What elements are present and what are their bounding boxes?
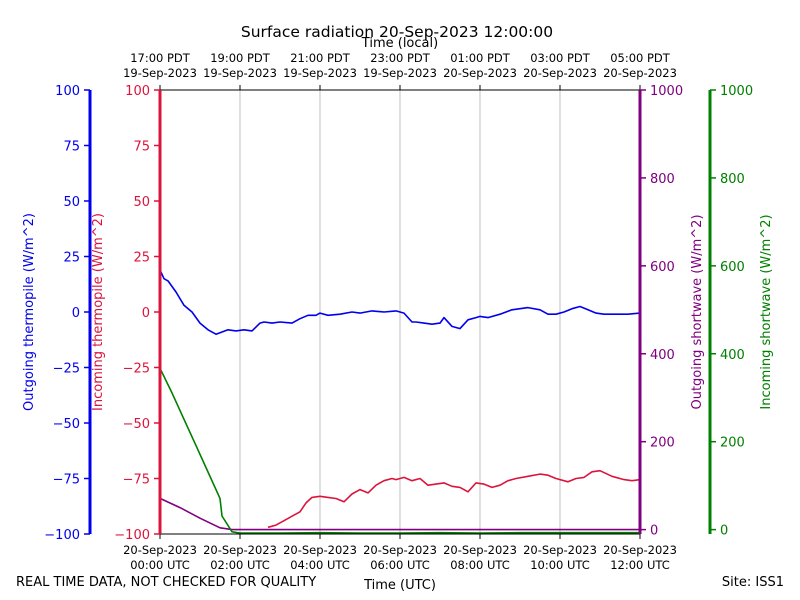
quality-disclaimer: REAL TIME DATA, NOT CHECKED FOR QUALITY [16, 575, 317, 590]
top-x-tick-label: 20-Sep-2023 [443, 66, 517, 80]
top-x-tick-label: 17:00 PDT [130, 51, 191, 65]
outgoing-thermopile-axis-tick-label: −50 [53, 417, 80, 432]
x-axis-title: Time (UTC) [363, 578, 436, 593]
x-tick-label: 20-Sep-2023 [363, 543, 437, 557]
top-x-tick-label: 19-Sep-2023 [283, 66, 357, 80]
outgoing-shortwave-axis-tick-label: 200 [650, 436, 675, 451]
incoming-thermopile-axis-tick-label: −100 [114, 528, 150, 543]
outgoing-thermopile-axis-tick-label: 25 [63, 251, 80, 266]
incoming-thermopile-axis-tick-label: −25 [123, 362, 150, 377]
incoming-shortwave-axis-tick-label: 0 [720, 524, 728, 539]
x-tick-label: 20-Sep-2023 [603, 543, 677, 557]
series-line-incoming-shortwave [159, 367, 640, 534]
outgoing-shortwave-axis-tick-label: 600 [650, 260, 675, 275]
incoming-shortwave-axis-label: Incoming shortwave (W/m^2) [759, 214, 774, 409]
outgoing-thermopile-axis-tick-label: −75 [53, 473, 80, 488]
outgoing-shortwave-axis-tick-label: 0 [650, 524, 658, 539]
top-x-tick-label: 19:00 PDT [210, 51, 271, 65]
incoming-thermopile-axis-tick-label: 75 [133, 140, 150, 155]
outgoing-shortwave-axis-label: Outgoing shortwave (W/m^2) [690, 214, 705, 409]
outgoing-thermopile-axis-tick-label: 100 [55, 84, 80, 99]
incoming-thermopile-axis-tick-label: 25 [133, 251, 150, 266]
incoming-thermopile-axis-tick-label: 100 [125, 84, 150, 99]
top-x-tick-label: 23:00 PDT [370, 51, 431, 65]
top-x-tick-label: 19-Sep-2023 [203, 66, 277, 80]
x-tick-label: 20-Sep-2023 [443, 543, 517, 557]
x-tick-label: 20-Sep-2023 [283, 543, 357, 557]
top-x-tick-label: 19-Sep-2023 [123, 66, 197, 80]
incoming-thermopile-axis-tick-label: 50 [133, 195, 150, 210]
series-line-incoming-thermopile [267, 469, 641, 529]
incoming-thermopile-axis-tick-label: 0 [142, 306, 150, 321]
x-tick-label: 12:00 UTC [610, 558, 670, 572]
incoming-thermopile-axis-tick-label: −50 [123, 417, 150, 432]
x-tick-label: 20-Sep-2023 [523, 543, 597, 557]
top-x-tick-label: 20-Sep-2023 [523, 66, 597, 80]
x-tick-label: 04:00 UTC [290, 558, 350, 572]
x-tick-label: 10:00 UTC [530, 558, 590, 572]
incoming-shortwave-axis-tick-label: 800 [720, 172, 745, 187]
x-tick-label: 08:00 UTC [450, 558, 510, 572]
x-tick-label: 20-Sep-2023 [123, 543, 197, 557]
site-label: Site: ISS1 [721, 575, 784, 590]
incoming-shortwave-axis-tick-label: 600 [720, 260, 745, 275]
top-x-tick-label: 03:00 PDT [530, 51, 591, 65]
outgoing-thermopile-axis-tick-label: 75 [63, 140, 80, 155]
incoming-shortwave-axis-tick-label: 400 [720, 348, 745, 363]
top-x-tick-label: 19-Sep-2023 [363, 66, 437, 80]
outgoing-thermopile-axis-tick-label: 0 [72, 306, 80, 321]
incoming-shortwave-axis-tick-label: 1000 [720, 84, 753, 99]
top-x-tick-label: 21:00 PDT [290, 51, 351, 65]
outgoing-shortwave-axis-tick-label: 400 [650, 348, 675, 363]
incoming-thermopile-axis-tick-label: −75 [123, 473, 150, 488]
x-tick-label: 06:00 UTC [370, 558, 430, 572]
incoming-thermopile-axis-label: Incoming thermopile (W/m^2) [91, 213, 106, 411]
series-line-outgoing-thermopile [159, 269, 641, 336]
incoming-shortwave-axis-tick-label: 200 [720, 436, 745, 451]
series-line-outgoing-shortwave [159, 497, 640, 531]
outgoing-thermopile-axis-tick-label: 50 [63, 195, 80, 210]
outgoing-thermopile-axis-label: Outgoing thermopile (W/m^2) [22, 213, 37, 411]
top-x-tick-label: 05:00 PDT [610, 51, 671, 65]
top-x-tick-label: 01:00 PDT [450, 51, 511, 65]
x-tick-label: 02:00 UTC [210, 558, 270, 572]
outgoing-thermopile-axis-tick-label: −25 [53, 362, 80, 377]
top-x-tick-label: 20-Sep-2023 [603, 66, 677, 80]
chart-title: Surface radiation 20-Sep-2023 12:00:00 [241, 23, 553, 41]
x-tick-label: 20-Sep-2023 [203, 543, 277, 557]
x-tick-label: 00:00 UTC [130, 558, 190, 572]
top-axis-title: Time (local) [361, 36, 438, 51]
outgoing-thermopile-axis-tick-label: −100 [44, 528, 80, 543]
outgoing-shortwave-axis-tick-label: 800 [650, 172, 675, 187]
outgoing-shortwave-axis-tick-label: 1000 [650, 84, 683, 99]
